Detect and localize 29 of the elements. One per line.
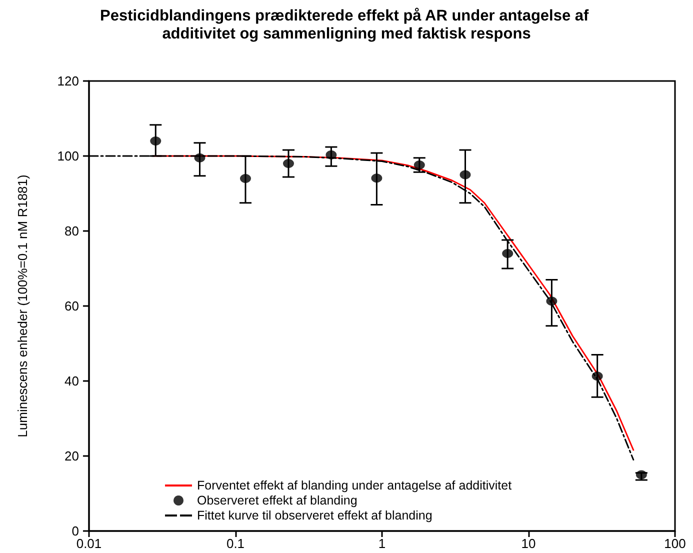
legend-label: Fittet kurve til observeret effekt af blanding (197, 508, 432, 522)
y-tick-label: 20 (64, 448, 79, 464)
y-tick-label: 100 (57, 148, 79, 164)
x-tick-label: 100 (664, 536, 686, 551)
legend-label: Observeret effekt af blanding (197, 494, 358, 508)
legend-label: Forventet effekt af blanding under antagelse af additivitet (197, 478, 512, 492)
y-axis-title: Luminescens enheder (100%=0.1 nM R1881) (15, 174, 30, 438)
y-tick-label: 120 (57, 74, 79, 88)
point (414, 160, 425, 170)
chart-title: Pesticidblandingens prædikterede effekt på AR under antagelse af additivitet og sammenligning med faktisk respons (100, 8, 593, 42)
point (592, 372, 603, 381)
x-tick-label: 0.1 (226, 536, 245, 551)
x-tick-label: 0.01 (76, 536, 102, 551)
point (150, 136, 162, 146)
point (371, 174, 382, 183)
point (502, 249, 514, 258)
y-tick-label: 60 (64, 298, 79, 314)
x-tick-label: 1 (378, 536, 386, 551)
point (194, 153, 206, 162)
x-tick-label: 10 (521, 536, 536, 551)
point (636, 470, 647, 480)
y-tick-label: 40 (64, 374, 79, 388)
point (546, 296, 558, 306)
point (460, 170, 471, 180)
y-tick-label: 80 (64, 224, 79, 238)
y-tick-label: 0 (72, 524, 79, 538)
point (240, 174, 251, 183)
point (326, 150, 337, 160)
point (283, 159, 294, 168)
